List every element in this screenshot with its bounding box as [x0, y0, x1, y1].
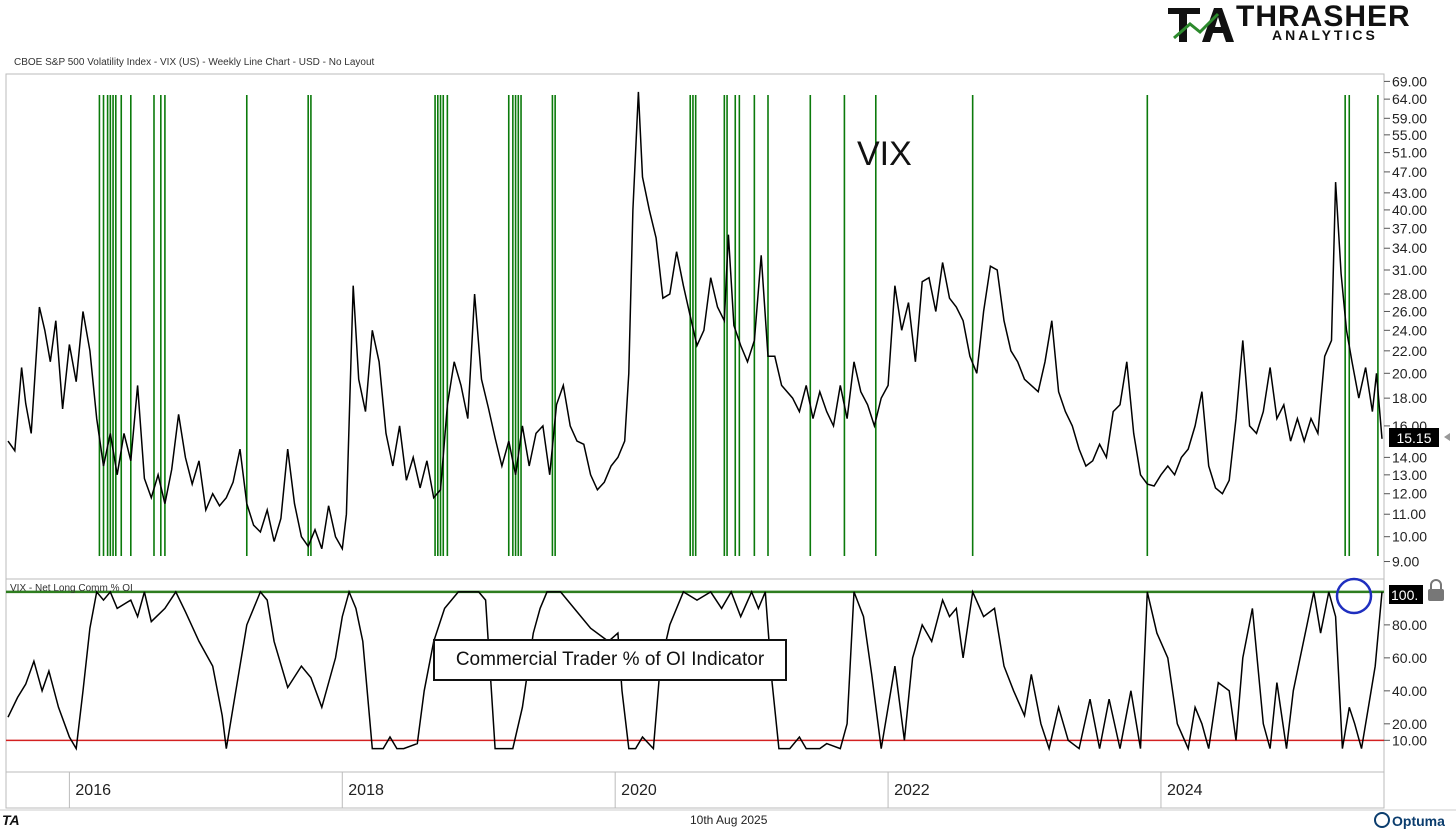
lower-tick-label-0: 10.00 — [1392, 732, 1427, 748]
upper-tick-label-19: 51.00 — [1392, 145, 1427, 161]
lock-icon[interactable] — [1428, 579, 1444, 601]
lower-tick-label-3: 60.00 — [1392, 650, 1427, 666]
upper-tick-label-23: 69.00 — [1392, 73, 1427, 89]
upper-tick-label-11: 26.00 — [1392, 303, 1427, 319]
chart-title: CBOE S&P 500 Volatility Index - VIX (US)… — [14, 57, 375, 68]
ta-logo-icon — [1168, 8, 1234, 42]
vix-last-value-tag: 15.15 — [1389, 428, 1439, 447]
oi-last-value-tag: 100. — [1389, 585, 1423, 604]
upper-tick-label-3: 12.00 — [1392, 486, 1427, 502]
upper-tick-label-16: 40.00 — [1392, 202, 1427, 218]
signal-lines — [98, 95, 1379, 556]
upper-tick-label-10: 24.00 — [1392, 322, 1427, 338]
commercial-oi-line — [7, 589, 1383, 752]
optuma-logo-icon — [1374, 812, 1390, 828]
lower-tick-label-1: 20.00 — [1392, 716, 1427, 732]
upper-tick-label-17: 43.00 — [1392, 185, 1427, 201]
x-axis-frame — [5, 771, 1385, 809]
x-tick-label-0: 2016 — [75, 782, 111, 799]
optuma-label: Optuma — [1392, 813, 1445, 829]
upper-tick-label-20: 55.00 — [1392, 127, 1427, 143]
upper-tick-label-18: 47.00 — [1392, 164, 1427, 180]
upper-tick-label-9: 22.00 — [1392, 343, 1427, 359]
upper-panel-annotation: VIX — [857, 135, 912, 173]
highlight-circle — [1335, 577, 1373, 615]
x-tick-label-3: 2022 — [894, 782, 930, 799]
lower-panel-annotation: Commercial Trader % of OI Indicator — [433, 639, 787, 681]
upper-tick-label-13: 31.00 — [1392, 262, 1427, 278]
footer-date: 10th Aug 2025 — [690, 813, 768, 827]
upper-tick-label-7: 18.00 — [1392, 390, 1427, 406]
upper-tick-label-0: 9.00 — [1392, 554, 1419, 570]
optuma-brand: Optuma — [1374, 812, 1445, 829]
upper-tick-label-12: 28.00 — [1392, 286, 1427, 302]
upper-tick-label-2: 11.00 — [1392, 506, 1426, 522]
logo-thrasher-text: THRASHER — [1236, 0, 1411, 33]
upper-tick-label-15: 37.00 — [1392, 220, 1427, 236]
lower-tick-label-4: 80.00 — [1392, 617, 1427, 633]
thrasher-analytics-logo: THRASHER ANALYTICS — [1166, 0, 1410, 46]
upper-tick-label-14: 34.00 — [1392, 240, 1427, 256]
upper-tick-label-8: 20.00 — [1392, 365, 1427, 381]
upper-tick-label-21: 59.00 — [1392, 110, 1427, 126]
scroll-arrow-icon[interactable] — [1444, 433, 1450, 441]
oi-last-value: 100. — [1391, 587, 1418, 603]
lower-panel-title: VIX - Net Long Comm % OI — [10, 583, 133, 594]
vix-price-line — [7, 91, 1383, 552]
vix-last-value: 15.15 — [1396, 430, 1431, 446]
x-axis: 2016 2018 2020 2022 2024 — [68, 772, 1203, 808]
upper-tick-label-22: 64.00 — [1392, 91, 1427, 107]
threshold-lines — [6, 590, 1384, 742]
lower-tick-label-2: 40.00 — [1392, 683, 1427, 699]
logo-analytics-text: ANALYTICS — [1272, 27, 1378, 43]
upper-tick-label-1: 10.00 — [1392, 529, 1427, 545]
x-tick-label-4: 2024 — [1167, 782, 1203, 799]
upper-y-axis: 9.0010.0011.0012.0013.0014.0016.0018.002… — [1384, 73, 1427, 570]
footer-ta-logo: TA — [2, 812, 20, 828]
upper-tick-label-5: 14.00 — [1392, 449, 1427, 465]
x-tick-label-2: 2020 — [621, 782, 657, 799]
x-tick-label-1: 2018 — [348, 782, 384, 799]
upper-tick-label-4: 13.00 — [1392, 467, 1427, 483]
